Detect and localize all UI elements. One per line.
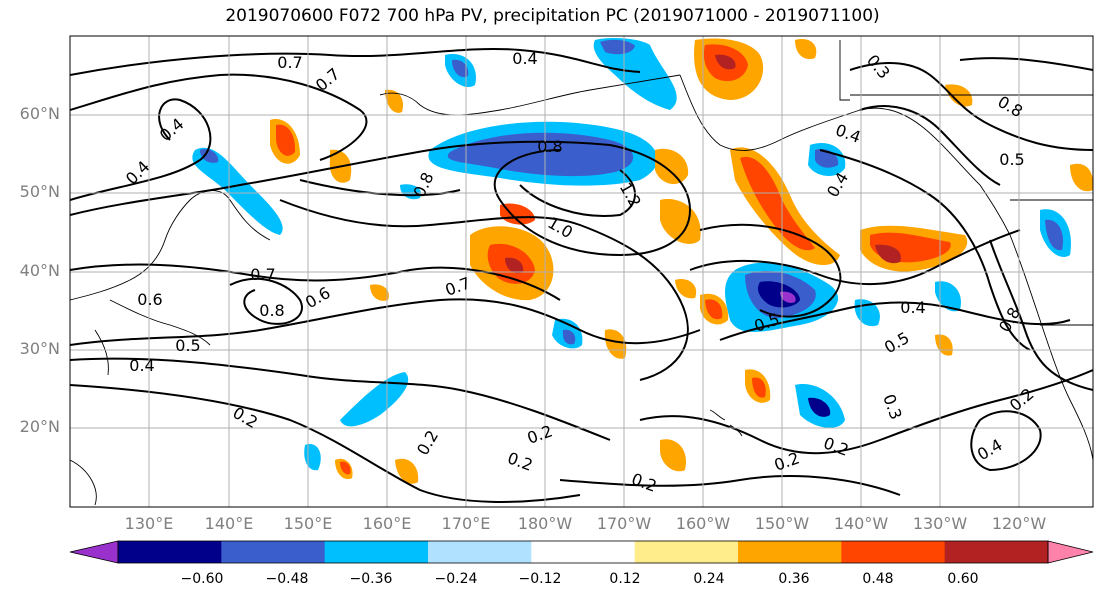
colorbar-extend-high [1047,540,1094,564]
lat-label-30n: 30°N [19,339,60,358]
map-title: 2019070600 F072 700 hPa PV, precipitatio… [225,6,880,26]
lon-label-150w: 150°W [754,514,810,533]
lon-label-150e: 150°E [283,514,333,533]
colorbar-tick-label: −0.24 [434,571,478,587]
lon-label-160e: 160°E [362,514,412,533]
contour-label: 0.5 [175,336,200,355]
lon-label-130w: 130°W [912,514,968,533]
contour-label: 0.7 [250,265,275,284]
lon-label-140e: 140°E [204,514,254,533]
lat-label-60n: 60°N [19,104,60,123]
colorbar-cell [738,541,842,563]
lon-label-170w: 170°W [596,514,652,533]
colorbar-tick-label: −0.12 [518,571,562,587]
colorbar-tick-label: 0.60 [947,571,979,587]
pv-contours [70,47,1093,503]
colorbar-cell [841,541,946,563]
colorbar-tick-label: 0.36 [778,571,810,587]
colorbar-cells [69,540,1094,564]
lon-label-180w: 180°W [517,514,573,533]
lat-label-50n: 50°N [19,182,60,201]
colorbar-extend-low [69,540,119,564]
contour-label: 0.7 [277,53,302,72]
lat-label-20n: 20°N [19,417,60,436]
colorbar-frame [117,540,1049,564]
colorbar-cell [221,541,326,563]
lon-label-120w: 120°W [991,514,1047,533]
colorbar-tick-label: −0.36 [349,571,393,587]
lat-label-40n: 40°N [19,261,60,280]
colorbar-cell [531,541,636,563]
colorbar-cell [634,541,739,563]
contour-label: 0.8 [537,137,562,156]
lon-label-170e: 170°E [441,514,491,533]
contour-label: 0.4 [900,298,925,317]
lon-label-160w: 160°W [675,514,731,533]
colorbar-tick-label: 0.24 [693,571,725,587]
colorbar-cell [118,541,222,563]
contour-label: 0.4 [129,356,154,375]
colorbar-cell [944,541,1049,563]
contour-label: 0.6 [137,290,162,309]
colorbar-tick-label: 0.12 [609,571,641,587]
colorbar-cell [324,541,429,563]
lon-label-130e: 130°E [124,514,174,533]
contour-label: 0.8 [259,301,284,320]
lon-label-140w: 140°W [833,514,889,533]
gridlines [70,36,1093,507]
map-frame [69,35,1094,508]
precip-shading [192,37,1093,484]
contour-label: 0.5 [999,150,1024,169]
colorbar-cell [428,541,532,563]
colorbar-tick-label: −0.48 [265,571,309,587]
contour-label: 0.4 [512,49,537,68]
colorbar-tick-label: 0.48 [862,571,894,587]
colorbar-tick-label: −0.60 [180,571,224,587]
coastlines [70,40,1093,506]
